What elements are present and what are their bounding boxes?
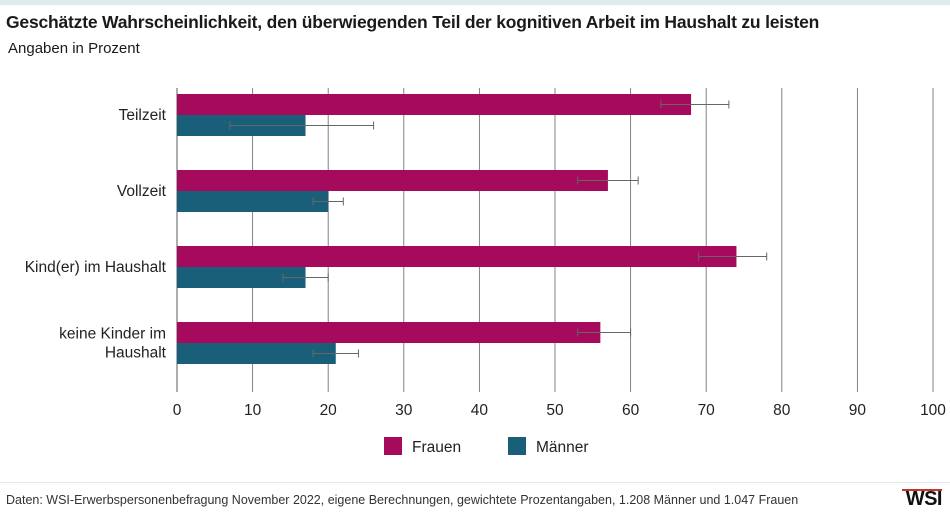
x-tick-label-0: 0 — [173, 402, 182, 419]
x-tick-label-40: 40 — [471, 402, 489, 419]
category-label-3-1: Haushalt — [105, 345, 167, 362]
source-note: Daten: WSI-Erwerbspersonenbefragung Nove… — [6, 493, 799, 507]
wsi-logo: WSI — [905, 488, 943, 510]
bar-männer-3 — [177, 343, 336, 364]
bar-frauen-1 — [177, 170, 608, 191]
x-tick-label-10: 10 — [244, 402, 262, 419]
chart-title: Geschätzte Wahrscheinlichkeit, den überw… — [6, 12, 820, 32]
x-tick-label-90: 90 — [849, 402, 867, 419]
bar-chart: 0 10 20 30 40 50 60 70 80 90 100 Teilzeit Vollzeit Ki… — [25, 88, 946, 456]
chart-subtitle: Angaben in Prozent — [8, 40, 140, 57]
logo-accent — [902, 489, 942, 491]
x-tick-label-80: 80 — [773, 402, 791, 419]
bar-frauen-0 — [177, 94, 692, 115]
x-tick-label-60: 60 — [622, 402, 640, 419]
category-label-2-0: Kind(er) im Haushalt — [25, 259, 167, 276]
bar-männer-2 — [177, 267, 306, 288]
x-tick-label-30: 30 — [395, 402, 413, 419]
category-label-0-0: Teilzeit — [119, 107, 167, 124]
bar-frauen-3 — [177, 322, 601, 343]
x-tick-label-70: 70 — [698, 402, 716, 419]
bar-männer-1 — [177, 191, 329, 212]
legend-label-frauen: Frauen — [412, 439, 461, 456]
legend-swatch-frauen — [384, 437, 402, 455]
legend-swatch-männer — [508, 437, 526, 455]
x-tick-label-50: 50 — [546, 402, 564, 419]
category-label-1-0: Vollzeit — [117, 183, 167, 200]
bar-frauen-2 — [177, 246, 737, 267]
top-accent-line — [0, 0, 950, 5]
x-tick-label-20: 20 — [320, 402, 338, 419]
category-label-3-0: keine Kinder im — [59, 326, 166, 343]
x-tick-label-100: 100 — [920, 402, 946, 419]
legend-label-männer: Männer — [536, 439, 589, 456]
footer-divider — [0, 482, 950, 483]
